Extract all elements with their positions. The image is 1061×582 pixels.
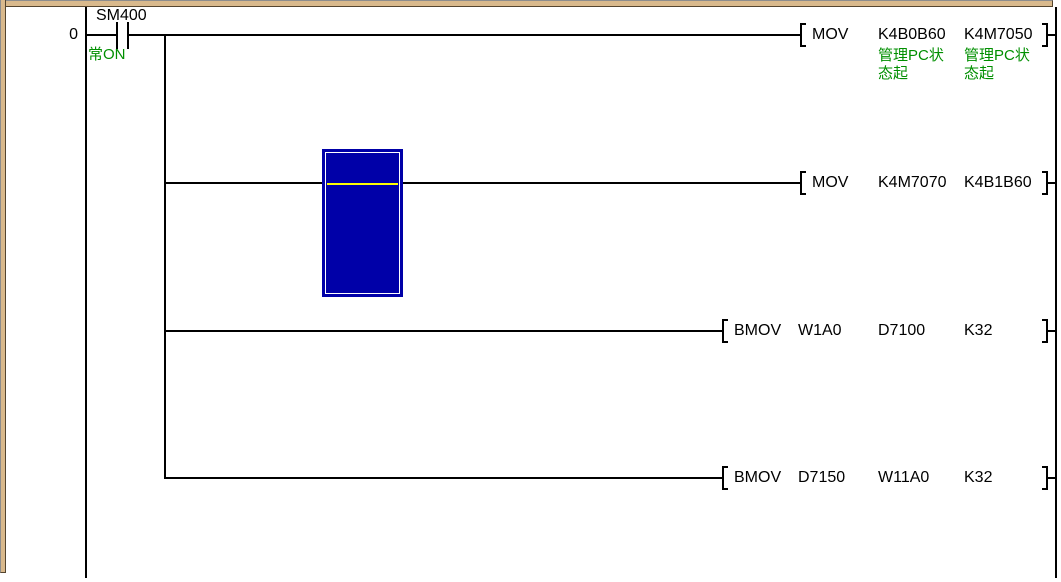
rung1-bracket-left — [800, 23, 806, 47]
rung2-rail-tick — [1048, 182, 1055, 184]
rung3-line — [164, 330, 724, 332]
window-border-top — [0, 0, 1053, 7]
rung3-operand-1[interactable]: W1A0 — [798, 322, 842, 339]
rung1-rail-tick — [1048, 34, 1055, 36]
rung4-operand-3[interactable]: K32 — [964, 469, 993, 486]
rung4-instruction[interactable]: BMOV — [734, 469, 782, 486]
rung3-instruction[interactable]: BMOV — [734, 322, 782, 339]
rung1-operand-2-comment: 管理PC状 态起 — [964, 47, 1030, 82]
window-border-left — [0, 0, 6, 573]
branch-line — [164, 34, 166, 479]
rung2-operand-2[interactable]: K4B1B60 — [964, 174, 1032, 191]
selection-cursor[interactable] — [322, 149, 403, 297]
rung4-operand-2[interactable]: W11A0 — [878, 469, 930, 486]
contact-comment: 常ON — [88, 46, 126, 63]
rung4-bracket-right — [1042, 466, 1048, 490]
rung1-line-right — [129, 34, 800, 36]
rung4-operand-1[interactable]: D7150 — [798, 469, 846, 486]
rung4-bracket-left — [722, 466, 728, 490]
rung2-bracket-right — [1042, 171, 1048, 195]
contact-bar-left[interactable] — [116, 22, 118, 49]
selection-cursor-inner-border — [325, 152, 400, 294]
rung2-instruction[interactable]: MOV — [812, 174, 849, 191]
step-number: 0 — [69, 26, 78, 43]
rung1-operand-1-comment: 管理PC状 态起 — [878, 47, 944, 82]
rung3-bracket-right — [1042, 319, 1048, 343]
rung1-bracket-right — [1042, 23, 1048, 47]
rung4-line — [164, 477, 724, 479]
rung1-operand-1[interactable]: K4B0B60 — [878, 26, 946, 43]
rung3-rail-tick — [1048, 330, 1055, 332]
contact-device-label: SM400 — [96, 7, 147, 24]
rung3-operand-3[interactable]: K32 — [964, 322, 993, 339]
rung2-bracket-left — [800, 171, 806, 195]
rung2-operand-1[interactable]: K4M7070 — [878, 174, 947, 191]
rung3-bracket-left — [722, 319, 728, 343]
rung1-line-left — [87, 34, 117, 36]
rung3-operand-2[interactable]: D7100 — [878, 322, 926, 339]
rung1-instruction[interactable]: MOV — [812, 26, 849, 43]
left-bus-bar — [85, 7, 87, 578]
contact-bar-right[interactable] — [127, 22, 129, 49]
rung2-line — [164, 182, 802, 184]
selection-cursor-rung-highlight — [327, 183, 398, 185]
rung1-operand-2[interactable]: K4M7050 — [964, 26, 1033, 43]
right-bus-bar — [1055, 7, 1057, 578]
rung4-rail-tick — [1048, 477, 1055, 479]
